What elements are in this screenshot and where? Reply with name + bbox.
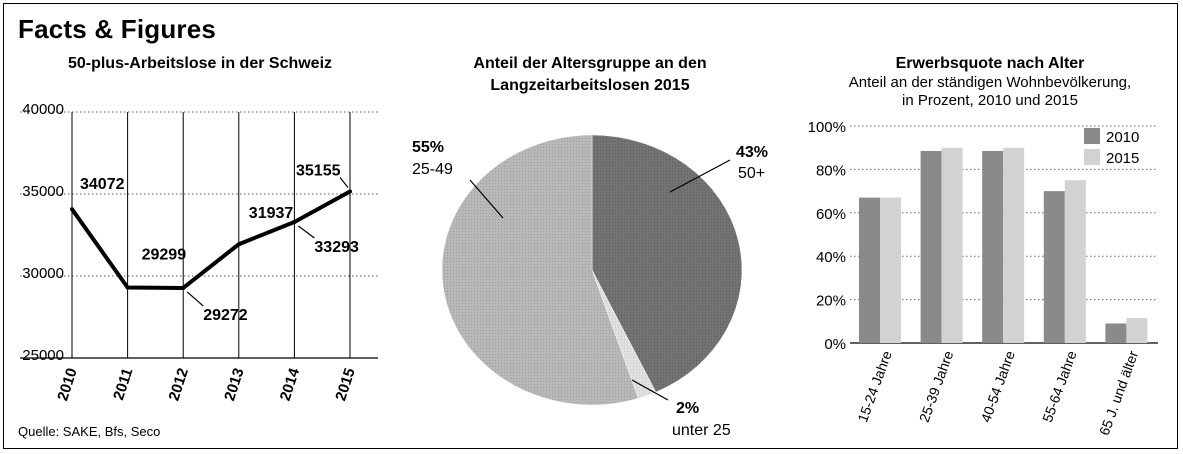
bar-chart-category-label: 65 J. und älter [1096, 348, 1141, 437]
pie-label-leader-25-49 [469, 179, 504, 219]
bar-chart-y-tick-label: 0% [824, 336, 846, 353]
line-chart-x-tick-label: 2013 [221, 366, 247, 403]
line-chart-series-line [70, 189, 351, 290]
line-chart-data-label: 31937 [249, 205, 294, 222]
line-chart-label-leader [339, 177, 349, 188]
line-chart-x-tick-label: 2011 [110, 366, 136, 402]
bar-chart-category-label: 25-39 Jahre [916, 348, 957, 424]
line-chart-x-tick-label: 2010 [54, 366, 80, 403]
legend-swatch-2010 [1084, 128, 1100, 144]
line-chart-x-tick-label: 2012 [166, 366, 192, 403]
pie-label-percent-unter-25: 2% [676, 400, 699, 417]
line-chart-title: 50-plus-Arbeitslose in der Schweiz [67, 55, 333, 72]
bar-chart-y-tick-label: 100% [808, 119, 846, 136]
line-chart-data-point [70, 207, 74, 212]
line-chart-data-point [292, 219, 297, 224]
line-chart-data-label: 33293 [314, 239, 359, 256]
line-chart-data-label: 29272 [203, 307, 248, 324]
line-chart-data-point [348, 189, 352, 194]
bar-2015-4 [1064, 180, 1086, 343]
line-chart-y-tick-label: 35000 [22, 183, 64, 200]
line-chart-data-point [125, 285, 130, 290]
bar-2015-3 [1003, 147, 1025, 343]
bar-2010-1 [859, 197, 880, 343]
bar-2010-4 [1043, 191, 1065, 343]
bar-chart-category-label: 40-54 Jahre [977, 348, 1018, 424]
line-chart-x-tick-label: 2014 [277, 365, 304, 403]
bar-chart-category-label: 15-24 Jahre [854, 348, 895, 424]
bar-chart-subtitle-line-1: Anteil an der ständigen Wohnbevölkerung, [848, 74, 1132, 91]
pie-chart-title-line-2: Langzeitarbeitslosen 2015 [490, 77, 690, 94]
bar-chart-category-label: 55-64 Jahre [1039, 348, 1080, 424]
bar-chart-subtitle-line-2: in Prozent, 2010 und 2015 [902, 92, 1078, 109]
line-chart-data-label: 34072 [80, 176, 125, 193]
line-chart-label-leader [298, 225, 315, 239]
source-note: Quelle: SAKE, Bfs, Seco [18, 424, 161, 439]
legend-label-2010: 2010 [1106, 129, 1139, 146]
pie-chart-title-line-1: Anteil der Altersgruppe an den [473, 55, 707, 72]
line-chart-data-point [181, 285, 186, 290]
bar-2010-3 [982, 150, 1004, 343]
bar-chart-y-tick-label: 20% [816, 293, 846, 310]
pie-label-leader-50plus [669, 159, 731, 193]
pie-label-percent-25-49: 55% [412, 139, 444, 156]
bar-chart-title: Erwerbsquote nach Alter [895, 55, 1085, 72]
pie-label-name-unter-25: unter 25 [672, 422, 731, 439]
line-chart-x-tick-label: 2015 [332, 366, 358, 403]
bar-2015-1 [880, 197, 901, 343]
bar-chart-y-tick-label: 40% [816, 249, 846, 266]
page-title: Facts & Figures [18, 14, 217, 44]
pie-label-name-25-49: 25-49 [412, 161, 453, 178]
bar-2010-2 [920, 150, 942, 343]
bar-2015-2 [941, 147, 963, 343]
bar-chart-y-tick-label: 60% [816, 206, 846, 223]
line-chart-data-point [236, 242, 241, 247]
line-chart-y-tick-label: 30000 [22, 265, 64, 282]
pie-label-name-50plus: 50+ [738, 165, 765, 182]
line-chart-y-tick-label: 25000 [22, 347, 64, 364]
line-chart-y-tick-label: 40000 [22, 101, 64, 118]
bar-chart-y-tick-label: 80% [816, 162, 846, 179]
bar-2015-5 [1126, 318, 1148, 343]
bar-2010-5 [1105, 323, 1127, 343]
pie-slice-3 [441, 134, 639, 406]
pie-label-leader-unter-25 [631, 379, 669, 401]
line-chart-label-leader [186, 291, 204, 307]
legend-swatch-2015 [1084, 149, 1100, 165]
legend-label-2015: 2015 [1106, 150, 1139, 167]
pie-label-percent-50plus: 43% [736, 144, 768, 161]
line-chart-data-label: 35155 [296, 162, 341, 179]
line-chart-data-label: 29299 [142, 246, 187, 263]
pie-slice-1 [591, 134, 743, 393]
